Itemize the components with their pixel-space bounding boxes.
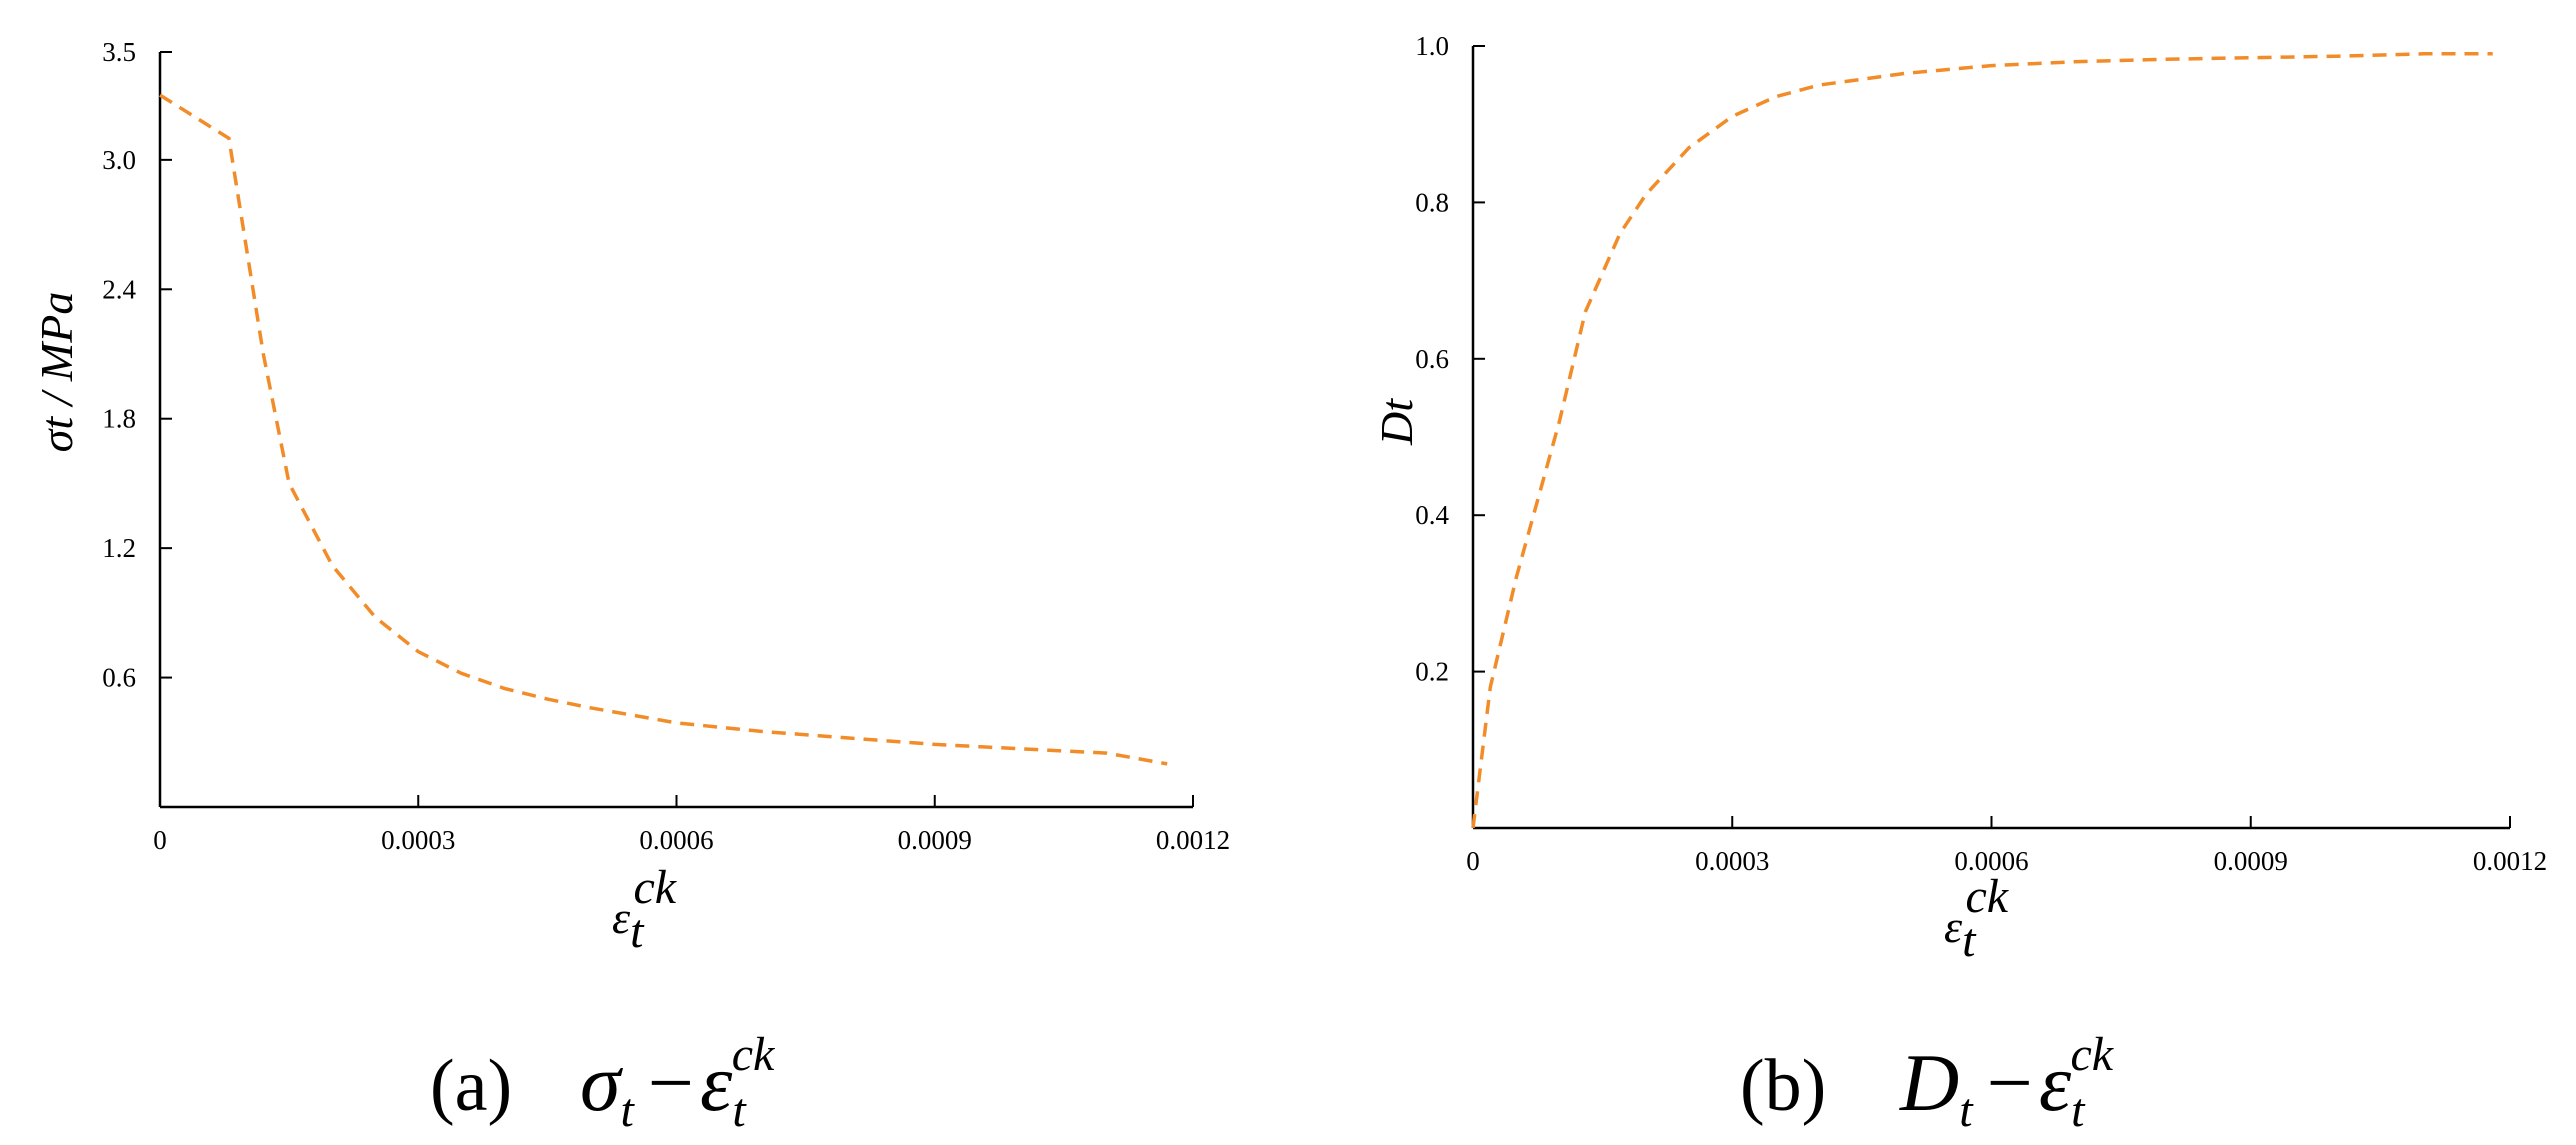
panel-a-y-tick-label: 0.6	[102, 663, 136, 693]
panel-b-x-tick-label: 0	[1466, 846, 1480, 876]
panel-b-caption-equation: Dt −εtck	[1899, 1028, 2115, 1137]
panel-a-xticks: 0 0.0003 0.0006 0.0009 0.0012	[153, 795, 1230, 855]
panel-a-x-tick-label: 0.0012	[1156, 825, 1230, 855]
panel-a: 0 0.0003 0.0006 0.0009 0.0012 0.6 1.2 1.8 2.4 3.…	[31, 37, 1230, 1137]
panel-b-y-tick-label: 0.2	[1415, 657, 1449, 687]
panel-a-yticks: 0.6 1.2 1.8 2.4 3.0 3.5	[102, 37, 172, 693]
panel-b-yticks: 0.2 0.4 0.6 0.8 1.0	[1415, 31, 1485, 687]
panel-a-x-tick-label: 0.0006	[639, 825, 713, 855]
panel-b-axes	[1471, 46, 2510, 830]
panel-b-y-axis-title: Dt	[1371, 398, 1422, 446]
panel-b-y-tick-label: 0.6	[1415, 344, 1449, 374]
panel-a-y-tick-label: 3.0	[102, 145, 136, 175]
panel-b-y-tick-label: 0.8	[1415, 187, 1449, 217]
panel-a-y-tick-label: 3.5	[102, 37, 136, 67]
panel-b: 0 0.0003 0.0006 0.0009 0.0012 0.2 0.4 0.6 0.8 1.…	[1371, 31, 2547, 1137]
panel-a-x-tick-label: 0	[153, 825, 167, 855]
panel-b-y-tick-label: 0.4	[1415, 500, 1449, 530]
panel-a-y-tick-label: 1.8	[102, 404, 136, 434]
panel-b-caption-label: (b)	[1740, 1045, 1826, 1127]
panel-b-x-tick-label: 0.0009	[2214, 846, 2288, 876]
panel-a-series-line	[159, 93, 1168, 766]
panel-b-xticks: 0 0.0003 0.0006 0.0009 0.0012	[1466, 816, 2547, 876]
panel-b-caption: (b) Dt −εtck	[1740, 1028, 2115, 1137]
panel-b-x-axis-title: εtck	[1944, 870, 2010, 967]
panel-b-y-tick-label: 1.0	[1415, 31, 1449, 61]
panel-a-y-axis-title: σt / MPa	[31, 292, 82, 453]
panel-a-y-tick-label: 2.4	[102, 274, 136, 304]
panel-a-caption-equation: σt −εtck	[580, 1028, 776, 1137]
panel-a-axes	[158, 52, 1193, 809]
panel-a-caption: (a) σt −εtck	[430, 1028, 776, 1137]
panel-b-x-tick-label: 0.0003	[1695, 846, 1769, 876]
panel-a-caption-label: (a)	[430, 1045, 512, 1127]
panel-a-x-tick-label: 0.0009	[898, 825, 972, 855]
panel-a-x-axis-title: εtck	[612, 861, 678, 958]
panel-a-x-tick-label: 0.0003	[381, 825, 455, 855]
panel-b-x-tick-label: 0.0012	[2473, 846, 2547, 876]
panel-a-y-tick-label: 1.2	[102, 533, 136, 563]
panel-b-x-tick-label: 0.0006	[1954, 846, 2028, 876]
panel-b-series-line	[1471, 52, 2493, 829]
